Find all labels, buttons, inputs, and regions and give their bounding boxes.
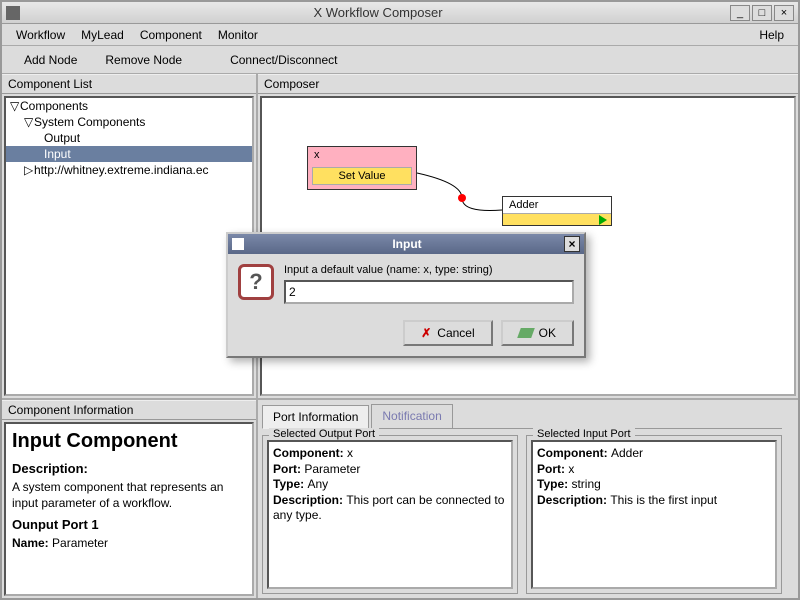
- play-icon: [599, 215, 607, 225]
- info-name: Name: Parameter: [12, 536, 246, 552]
- maximize-button[interactable]: □: [752, 5, 772, 21]
- tree-output[interactable]: Output: [6, 130, 252, 146]
- output-port-box: Selected Output Port Component: x Port: …: [262, 435, 518, 594]
- input-port-box: Selected Input Port Component: Adder Por…: [526, 435, 782, 594]
- component-tree[interactable]: ▽Components ▽System Components Output In…: [4, 96, 254, 396]
- tab-notification[interactable]: Notification: [371, 404, 452, 428]
- left-panel: Component List ▽Components ▽System Compo…: [2, 74, 258, 398]
- info-output-port-label: Ounput Port 1: [12, 517, 246, 532]
- info-desc-text: A system component that represents an in…: [12, 480, 246, 511]
- ok-label: OK: [539, 326, 556, 340]
- tab-port-info[interactable]: Port Information: [262, 405, 369, 429]
- dialog-value-input[interactable]: [284, 280, 574, 304]
- main-window: X Workflow Composer _ □ × Workflow MyLea…: [0, 0, 800, 600]
- app-icon: [6, 6, 20, 20]
- input-port-title: Selected Input Port: [533, 428, 635, 440]
- ok-icon: [517, 328, 535, 338]
- connection-port-icon[interactable]: [458, 194, 466, 202]
- info-desc-label: Description:: [12, 461, 246, 476]
- add-node-button[interactable]: Add Node: [10, 49, 91, 71]
- component-list-header: Component List: [2, 74, 256, 94]
- node-x-label: x: [308, 147, 416, 163]
- output-port-content: Component: x Port: Parameter Type: Any D…: [267, 440, 513, 589]
- menu-monitor[interactable]: Monitor: [210, 26, 266, 44]
- composer-header: Composer: [258, 74, 798, 94]
- node-adder[interactable]: Adder: [502, 196, 612, 226]
- input-dialog: Input × ? Input a default value (name: x…: [226, 232, 586, 358]
- input-port-content: Component: Adder Port: x Type: string De…: [531, 440, 777, 589]
- cancel-icon: ✗: [421, 326, 431, 340]
- titlebar: X Workflow Composer _ □ ×: [2, 2, 798, 24]
- info-title: Input Component: [12, 430, 246, 453]
- dialog-label: Input a default value (name: x, type: st…: [284, 264, 574, 276]
- minimize-button[interactable]: _: [730, 5, 750, 21]
- tree-system[interactable]: ▽System Components: [6, 114, 252, 130]
- toolbar: Add Node Remove Node Connect/Disconnect: [2, 46, 798, 74]
- tree-input[interactable]: Input: [6, 146, 252, 162]
- menu-help[interactable]: Help: [751, 26, 792, 44]
- cancel-label: Cancel: [437, 326, 474, 340]
- tabs: Port Information Notification: [262, 404, 782, 429]
- tree-root[interactable]: ▽Components: [6, 98, 252, 114]
- bottom-area: Component Information Input Component De…: [2, 398, 798, 598]
- cancel-button[interactable]: ✗ Cancel: [403, 320, 492, 346]
- remove-node-button[interactable]: Remove Node: [91, 49, 196, 71]
- close-button[interactable]: ×: [774, 5, 794, 21]
- menubar: Workflow MyLead Component Monitor Help: [2, 24, 798, 46]
- dialog-icon: [232, 238, 244, 250]
- tree-root-label: Components: [20, 99, 88, 113]
- question-icon: ?: [238, 264, 274, 300]
- connect-button[interactable]: Connect/Disconnect: [216, 49, 351, 71]
- menu-component[interactable]: Component: [132, 26, 210, 44]
- dialog-titlebar[interactable]: Input ×: [228, 234, 584, 254]
- output-port-title: Selected Output Port: [269, 428, 379, 440]
- tree-system-label: System Components: [34, 115, 145, 129]
- node-adder-label: Adder: [503, 197, 611, 214]
- window-title: X Workflow Composer: [26, 5, 730, 20]
- tree-http[interactable]: ▷http://whitney.extreme.indiana.ec: [6, 162, 252, 178]
- node-x[interactable]: x Set Value: [307, 146, 417, 190]
- node-x-setvalue[interactable]: Set Value: [312, 167, 412, 185]
- menu-workflow[interactable]: Workflow: [8, 26, 73, 44]
- ok-button[interactable]: OK: [501, 320, 574, 346]
- component-info-panel: Input Component Description: A system co…: [4, 422, 254, 596]
- dialog-title: Input: [250, 237, 564, 251]
- menu-mylead[interactable]: MyLead: [73, 26, 132, 44]
- component-info-header: Component Information: [2, 400, 256, 420]
- dialog-close-button[interactable]: ×: [564, 236, 580, 252]
- tree-http-label: http://whitney.extreme.indiana.ec: [34, 163, 209, 177]
- tabs-area: Port Information Notification Selected O…: [258, 400, 786, 598]
